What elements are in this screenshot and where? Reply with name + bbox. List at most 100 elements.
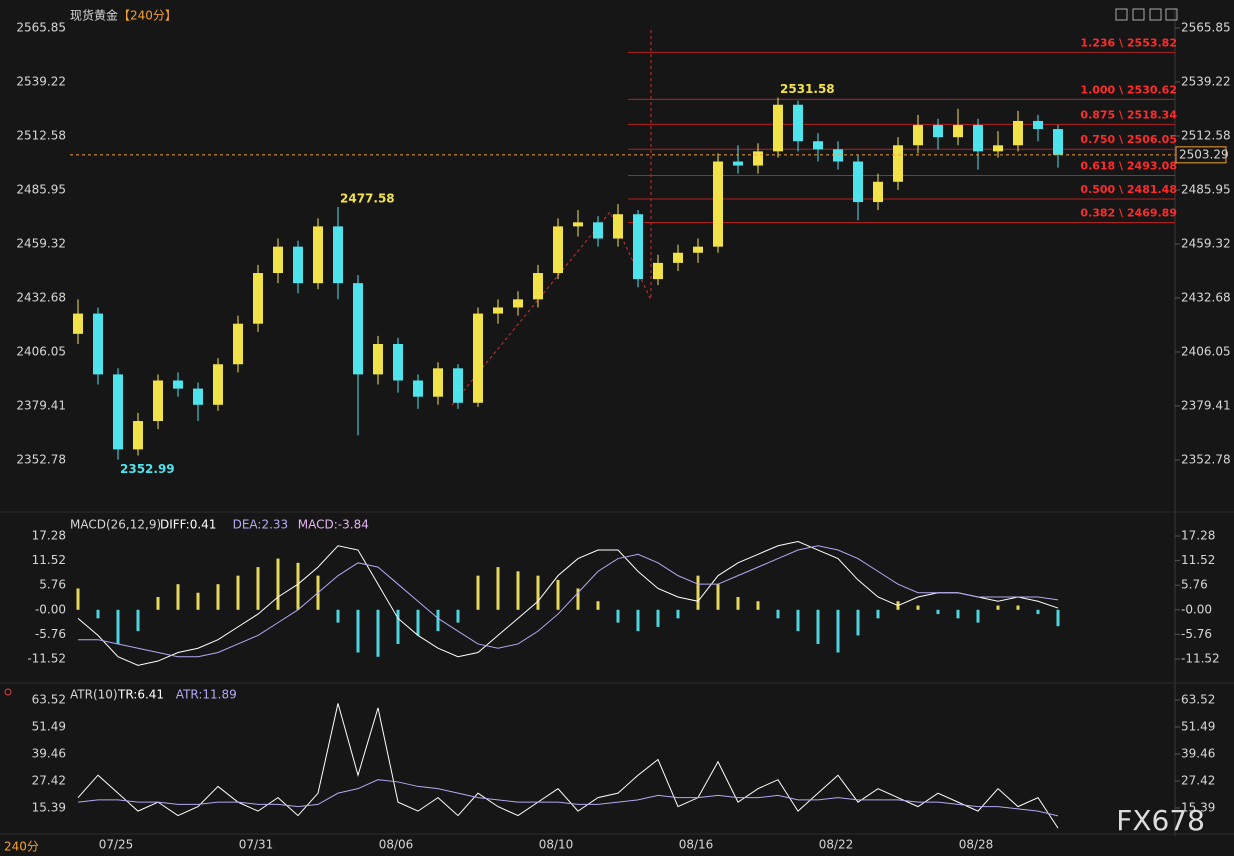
indicator-icon[interactable] (4, 688, 12, 696)
low-annotation: 2352.99 (120, 462, 175, 476)
period-label[interactable]: 【240分】 (118, 9, 177, 23)
fib-label: 0.500 \ 2481.48 (1080, 183, 1177, 196)
y-tick-label: 63.52 (32, 693, 66, 707)
candle-body (113, 374, 123, 450)
y-tick-label: 2379.41 (1181, 398, 1231, 412)
y-tick-label: 51.49 (1181, 719, 1215, 733)
candle-body (453, 368, 463, 403)
candle-body (373, 343, 383, 375)
toolbar-button[interactable] (1115, 8, 1128, 21)
candle-body (733, 161, 743, 166)
macd-bar (676, 609, 680, 619)
y-tick-label: 15.39 (32, 800, 66, 814)
fib-label: 0.618 \ 2493.08 (1080, 160, 1177, 173)
toolbar (1115, 8, 1178, 21)
y-tick-label: 11.52 (32, 553, 66, 567)
y-tick-label: 2432.68 (1181, 290, 1231, 304)
y-tick-label: 2539.22 (1181, 74, 1231, 88)
y-tick-label: 2512.58 (1181, 128, 1231, 142)
candle-body (513, 299, 523, 308)
macd-bar (516, 571, 520, 610)
y-tick-label: 2406.05 (16, 344, 66, 358)
macd-bar (156, 596, 160, 610)
watermark: FX678 (1116, 804, 1205, 837)
candle-body (393, 343, 403, 381)
macd-bar (116, 609, 120, 644)
y-tick-label: 27.42 (32, 773, 66, 787)
y-tick-label: 15.39 (1181, 800, 1215, 814)
instrument-title: 现货黄金 (70, 8, 118, 23)
candle-body (613, 214, 623, 239)
high-annotation: 2531.58 (780, 82, 835, 96)
candle-body (313, 226, 323, 284)
macd-bar (716, 584, 720, 610)
price-box-label: 2503.29 (1179, 147, 1229, 161)
y-tick-label: 2352.78 (1181, 452, 1231, 466)
y-tick-label: 39.46 (32, 746, 66, 760)
fib-label: 1.000 \ 2530.62 (1080, 83, 1177, 96)
macd-bar (96, 609, 100, 619)
y-tick-label: 11.52 (1181, 553, 1215, 567)
x-tick-label: 08/28 (959, 838, 994, 852)
macd-bar (536, 575, 540, 610)
y-tick-label: -0.00 (1181, 602, 1212, 616)
toolbar-button[interactable] (1149, 8, 1162, 21)
fib-label: 1.236 \ 2553.82 (1080, 36, 1177, 49)
macd-bar (176, 584, 180, 610)
candle-body (893, 145, 903, 182)
macd-bar (216, 584, 220, 610)
candle-body (973, 125, 983, 152)
y-tick-label: 2565.85 (16, 20, 66, 34)
macd-bar (956, 609, 960, 619)
macd-bar (256, 567, 260, 610)
candle-body (813, 141, 823, 150)
macd-bar (476, 575, 480, 610)
y-tick-label: 27.42 (1181, 773, 1215, 787)
legend-entry: ATR:11.89 (176, 688, 237, 702)
x-tick-label: 07/25 (99, 838, 134, 852)
macd-bar (736, 596, 740, 610)
y-tick-label: 2512.58 (16, 128, 66, 142)
candle-body (713, 161, 723, 247)
y-tick-label: 2379.41 (16, 398, 66, 412)
macd-bar (576, 588, 580, 610)
candle-body (353, 283, 363, 375)
y-tick-label: 2459.32 (1181, 236, 1231, 250)
macd-bar (796, 609, 800, 632)
macd-bar (456, 609, 460, 623)
fib-label: 0.750 \ 2506.05 (1080, 133, 1177, 146)
candle-body (253, 273, 263, 324)
macd-bar (1056, 609, 1060, 627)
candle-body (1053, 129, 1063, 155)
macd-bar (596, 601, 600, 610)
macd-bar (376, 609, 380, 657)
x-tick-label: 08/16 (679, 838, 714, 852)
candle-body (853, 161, 863, 203)
macd-bar (196, 592, 200, 610)
candle-body (593, 222, 603, 239)
y-tick-label: 5.76 (1181, 578, 1208, 592)
legend-entry: MACD:-3.84 (298, 518, 369, 532)
y-tick-label: 2432.68 (16, 290, 66, 304)
macd-bar (856, 609, 860, 636)
macd-bar (616, 609, 620, 623)
fib-label: 0.382 \ 2469.89 (1080, 207, 1177, 220)
candle-body (793, 104, 803, 142)
candle-body (993, 145, 1003, 152)
candle-body (833, 149, 843, 162)
candle-body (153, 380, 163, 422)
candle-body (133, 421, 143, 450)
y-tick-label: 2485.95 (1181, 182, 1231, 196)
candle-body (473, 313, 483, 403)
toolbar-button[interactable] (1165, 8, 1178, 21)
toolbar-button[interactable] (1132, 8, 1145, 21)
candle-body (553, 226, 563, 274)
macd-bar (756, 601, 760, 610)
y-tick-label: 39.46 (1181, 746, 1215, 760)
macd-bar (436, 609, 440, 632)
macd-bar (1036, 609, 1040, 615)
y-tick-label: 2352.78 (16, 452, 66, 466)
atr-title: ATR(10) (70, 688, 118, 702)
footer-period[interactable]: 240分 (4, 840, 39, 854)
